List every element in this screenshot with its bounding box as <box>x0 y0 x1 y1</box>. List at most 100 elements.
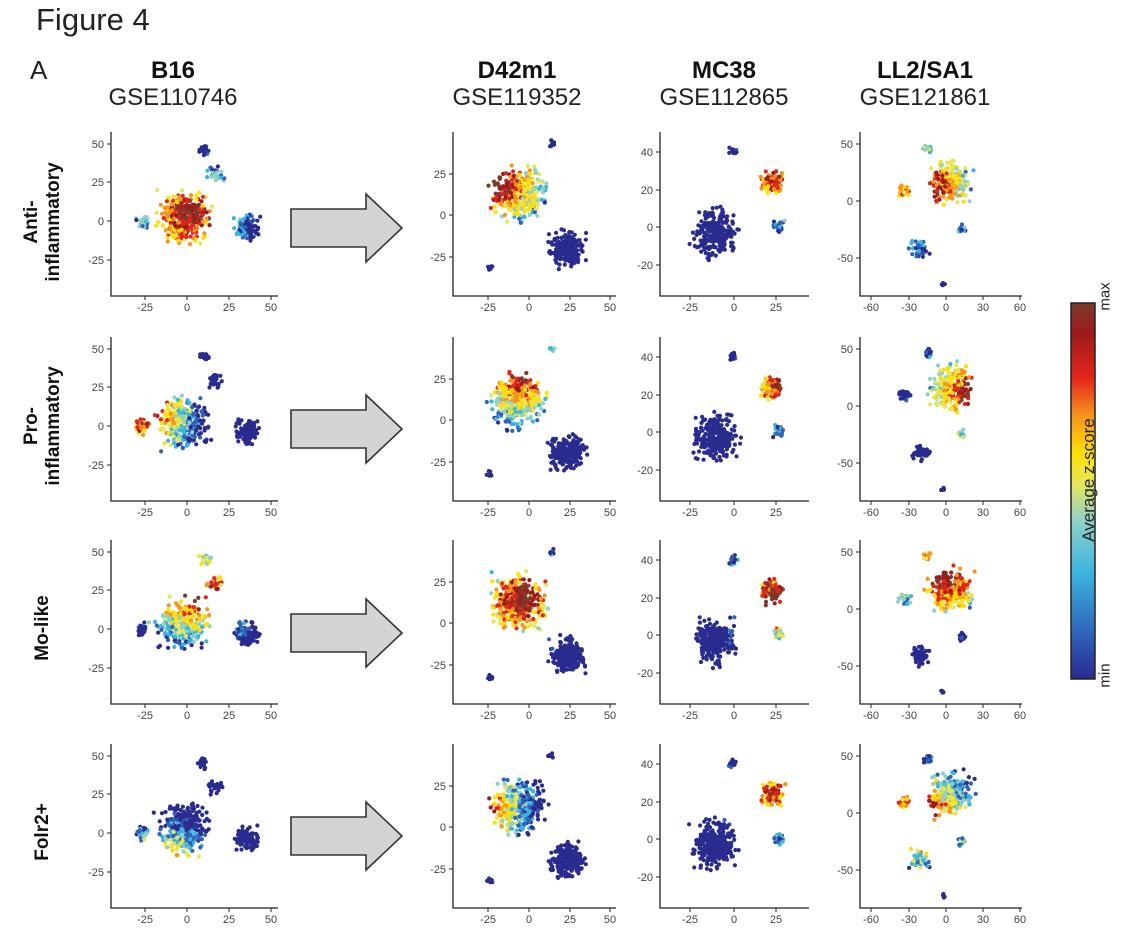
cell-point <box>504 594 509 599</box>
cell-point <box>139 220 145 225</box>
cell-point <box>763 169 768 174</box>
cell-point <box>687 241 692 247</box>
cell-point <box>504 189 509 194</box>
cell-point <box>534 170 539 176</box>
cell-point <box>703 210 708 215</box>
cell-point <box>191 639 196 644</box>
cell-point <box>771 435 776 440</box>
cell-point <box>569 244 574 249</box>
row-label-mo-like: Mo-like <box>13 533 73 723</box>
axis-line <box>659 132 809 297</box>
cell-point <box>490 605 495 610</box>
cell-point <box>214 170 219 175</box>
cell-point <box>528 382 533 387</box>
cell-point <box>763 385 768 390</box>
cell-point <box>487 267 492 272</box>
cell-point <box>176 408 181 413</box>
cell-point <box>490 407 495 412</box>
cell-point <box>507 419 512 424</box>
cell-point <box>196 202 201 207</box>
cell-point <box>959 381 964 386</box>
cell-point <box>531 396 536 401</box>
cell-point <box>524 619 529 624</box>
cell-point <box>182 219 187 224</box>
cell-point <box>492 595 498 600</box>
cell-point <box>732 424 737 429</box>
cell-point <box>963 193 968 198</box>
cell-point <box>711 224 716 229</box>
cell-point <box>196 554 201 559</box>
cell-point <box>533 388 538 394</box>
cell-point <box>503 419 509 424</box>
cell-point <box>536 626 541 631</box>
y-tick-label: 50 <box>841 344 853 356</box>
y-tick-label: 40 <box>641 352 653 364</box>
cell-point <box>192 434 197 440</box>
cell-point <box>172 395 177 400</box>
cell-point <box>722 242 727 247</box>
cell-point <box>179 599 184 604</box>
cell-point <box>731 447 736 452</box>
cell-point <box>706 222 711 227</box>
cell-point <box>209 580 214 585</box>
cell-point <box>562 243 567 248</box>
cell-point <box>549 652 554 657</box>
x-tick-label: 30 <box>977 507 989 519</box>
cell-point <box>175 397 180 402</box>
cell-point <box>204 216 209 221</box>
cell-point <box>188 193 194 198</box>
cell-point <box>546 239 551 245</box>
cell-point <box>158 202 163 207</box>
y-tick-label: 25 <box>92 585 104 597</box>
x-tick-label: 25 <box>770 302 782 314</box>
cell-point <box>204 194 209 200</box>
cell-point <box>157 643 163 648</box>
cell-point <box>561 228 567 233</box>
cell-point <box>519 381 524 386</box>
cell-point <box>569 230 574 235</box>
cell-point <box>525 624 530 629</box>
cell-point <box>528 171 533 177</box>
cell-point <box>205 621 210 627</box>
cell-point <box>527 206 533 212</box>
cell-point <box>175 238 180 243</box>
cell-point <box>218 582 223 588</box>
cell-point <box>535 213 540 218</box>
cell-point <box>183 593 188 598</box>
dataset-accession: GSE110746 <box>108 84 238 111</box>
x-tick-label: -25 <box>480 302 496 314</box>
cell-point <box>538 601 544 606</box>
cell-point <box>931 179 936 184</box>
cell-point <box>913 239 918 244</box>
cell-point <box>484 472 489 477</box>
cell-point <box>766 184 771 189</box>
cell-point <box>193 216 198 221</box>
cell-point <box>959 222 964 227</box>
x-tick-label: 0 <box>526 507 532 519</box>
y-tick-label: -25 <box>430 252 446 264</box>
cell-point <box>174 213 179 218</box>
cell-point <box>583 671 588 676</box>
cell-point <box>518 409 523 414</box>
cell-point <box>137 625 143 630</box>
cell-point <box>256 426 261 431</box>
y-tick-label: -25 <box>88 663 104 675</box>
cell-point <box>558 249 563 254</box>
cell-point <box>498 201 503 207</box>
cell-point <box>502 184 507 189</box>
cell-point <box>967 199 972 204</box>
cell-point <box>182 611 187 616</box>
cell-point <box>165 403 170 408</box>
y-tick-label: 20 <box>641 390 653 402</box>
y-tick-label: 25 <box>92 177 104 189</box>
cell-point <box>717 454 722 460</box>
cell-point <box>209 175 214 180</box>
cell-point <box>952 191 957 196</box>
cell-point <box>189 634 194 639</box>
cell-point <box>528 416 533 421</box>
cell-point <box>256 232 261 237</box>
cell-point <box>542 200 547 205</box>
cell-point <box>533 402 538 407</box>
cell-point <box>513 194 518 199</box>
